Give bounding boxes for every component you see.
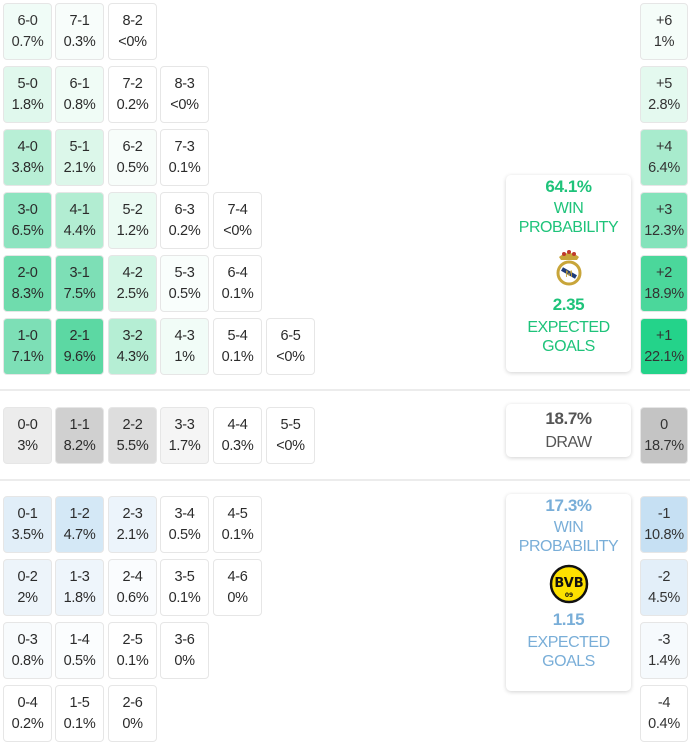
score-cell: 1-1 8.2%: [55, 407, 104, 464]
away-summary-card: 17.3% WIN PROBABILITY BVB 09 1.15 EXPECT…: [506, 494, 631, 691]
score-cell: 2-4 0.6%: [108, 559, 157, 616]
score-cell: 4-0 3.8%: [3, 129, 52, 186]
score-cell: 3-6 0%: [160, 622, 209, 679]
score-cell: 4-4 0.3%: [213, 407, 262, 464]
score-cell: 0-2 2%: [3, 559, 52, 616]
score-cell: 2-6 0%: [108, 685, 157, 742]
score-cell: 4-5 0.1%: [213, 496, 262, 553]
goals-label: GOALS: [542, 653, 595, 670]
score-cell: 7-3 0.1%: [160, 129, 209, 186]
score-cell: 3-2 4.3%: [108, 318, 157, 375]
score-cell: 8-3 <0%: [160, 66, 209, 123]
score-cell: 0-1 3.5%: [3, 496, 52, 553]
score-cell: 1-3 1.8%: [55, 559, 104, 616]
draw-summary-card: 18.7% DRAW: [506, 404, 631, 457]
goal-diff-cell: -4 0.4%: [640, 685, 688, 742]
score-cell: 5-3 0.5%: [160, 255, 209, 312]
score-cell: 4-2 2.5%: [108, 255, 157, 312]
goal-diff-cell: +3 12.3%: [640, 192, 688, 249]
goal-diff-cell: +2 18.9%: [640, 255, 688, 312]
score-cell: 5-2 1.2%: [108, 192, 157, 249]
goal-diff-cell: +6 1%: [640, 3, 688, 60]
score-cell: 5-0 1.8%: [3, 66, 52, 123]
score-cell: 1-2 4.7%: [55, 496, 104, 553]
score-cell: 2-0 8.3%: [3, 255, 52, 312]
bvb-crest-icon: BVB 09: [549, 564, 588, 604]
score-cell: 0-0 3%: [3, 407, 52, 464]
score-cell: 6-5 <0%: [266, 318, 315, 375]
draw-probability: 18.7%: [545, 409, 592, 428]
real-madrid-crest-icon: M: [556, 250, 581, 286]
score-cell: 0-4 0.2%: [3, 685, 52, 742]
score-cell: 8-2 <0%: [108, 3, 157, 60]
score-cell: 6-2 0.5%: [108, 129, 157, 186]
score-cell: 4-3 1%: [160, 318, 209, 375]
goal-diff-cell: +1 22.1%: [640, 318, 688, 375]
svg-text:M: M: [565, 270, 573, 280]
goals-label: GOALS: [542, 338, 595, 355]
score-cell: 4-1 4.4%: [55, 192, 104, 249]
svg-text:09: 09: [564, 592, 572, 599]
score-cell: 3-3 1.7%: [160, 407, 209, 464]
expected-label: EXPECTED: [527, 319, 610, 336]
score-cell: 3-5 0.1%: [160, 559, 209, 616]
goal-diff-cell: +4 6.4%: [640, 129, 688, 186]
win-label: WIN: [553, 519, 584, 536]
home-summary-card: 64.1% WIN PROBABILITY M 2.35 EXPECTED GO…: [506, 175, 631, 372]
goal-diff-cell: -3 1.4%: [640, 622, 688, 679]
score-cell: 6-4 0.1%: [213, 255, 262, 312]
score-cell: 5-1 2.1%: [55, 129, 104, 186]
score-cell: 2-2 5.5%: [108, 407, 157, 464]
score-cell: 6-0 0.7%: [3, 3, 52, 60]
score-cell: 1-4 0.5%: [55, 622, 104, 679]
draw-label: DRAW: [545, 434, 592, 451]
home-expected-goals: 2.35: [552, 295, 585, 314]
score-cell: 1-0 7.1%: [3, 318, 52, 375]
win-label: WIN: [553, 200, 584, 217]
score-cell: 1-5 0.1%: [55, 685, 104, 742]
score-cell: 2-5 0.1%: [108, 622, 157, 679]
score-cell: 0-3 0.8%: [3, 622, 52, 679]
score-cell: 7-4 <0%: [213, 192, 262, 249]
goal-diff-cell: 0 18.7%: [640, 407, 688, 464]
away-win-probability: 17.3%: [545, 496, 592, 515]
score-cell: 5-5 <0%: [266, 407, 315, 464]
score-cell: 2-3 2.1%: [108, 496, 157, 553]
score-cell: 3-4 0.5%: [160, 496, 209, 553]
goal-diff-cell: -1 10.8%: [640, 496, 688, 553]
goal-diff-cell: -2 4.5%: [640, 559, 688, 616]
score-cell: 3-1 7.5%: [55, 255, 104, 312]
divider: [0, 389, 690, 391]
score-cell: 7-2 0.2%: [108, 66, 157, 123]
score-cell: 2-1 9.6%: [55, 318, 104, 375]
divider: [0, 479, 690, 481]
goal-diff-cell: +5 2.8%: [640, 66, 688, 123]
score-cell: 6-3 0.2%: [160, 192, 209, 249]
probability-label: PROBABILITY: [518, 219, 619, 236]
svg-text:BVB: BVB: [554, 576, 583, 591]
probability-label: PROBABILITY: [518, 538, 619, 555]
home-win-probability: 64.1%: [545, 177, 592, 196]
score-cell: 3-0 6.5%: [3, 192, 52, 249]
score-cell: 7-1 0.3%: [55, 3, 104, 60]
score-cell: 5-4 0.1%: [213, 318, 262, 375]
score-cell: 6-1 0.8%: [55, 66, 104, 123]
expected-label: EXPECTED: [527, 634, 610, 651]
away-expected-goals: 1.15: [552, 610, 585, 629]
score-cell: 4-6 0%: [213, 559, 262, 616]
